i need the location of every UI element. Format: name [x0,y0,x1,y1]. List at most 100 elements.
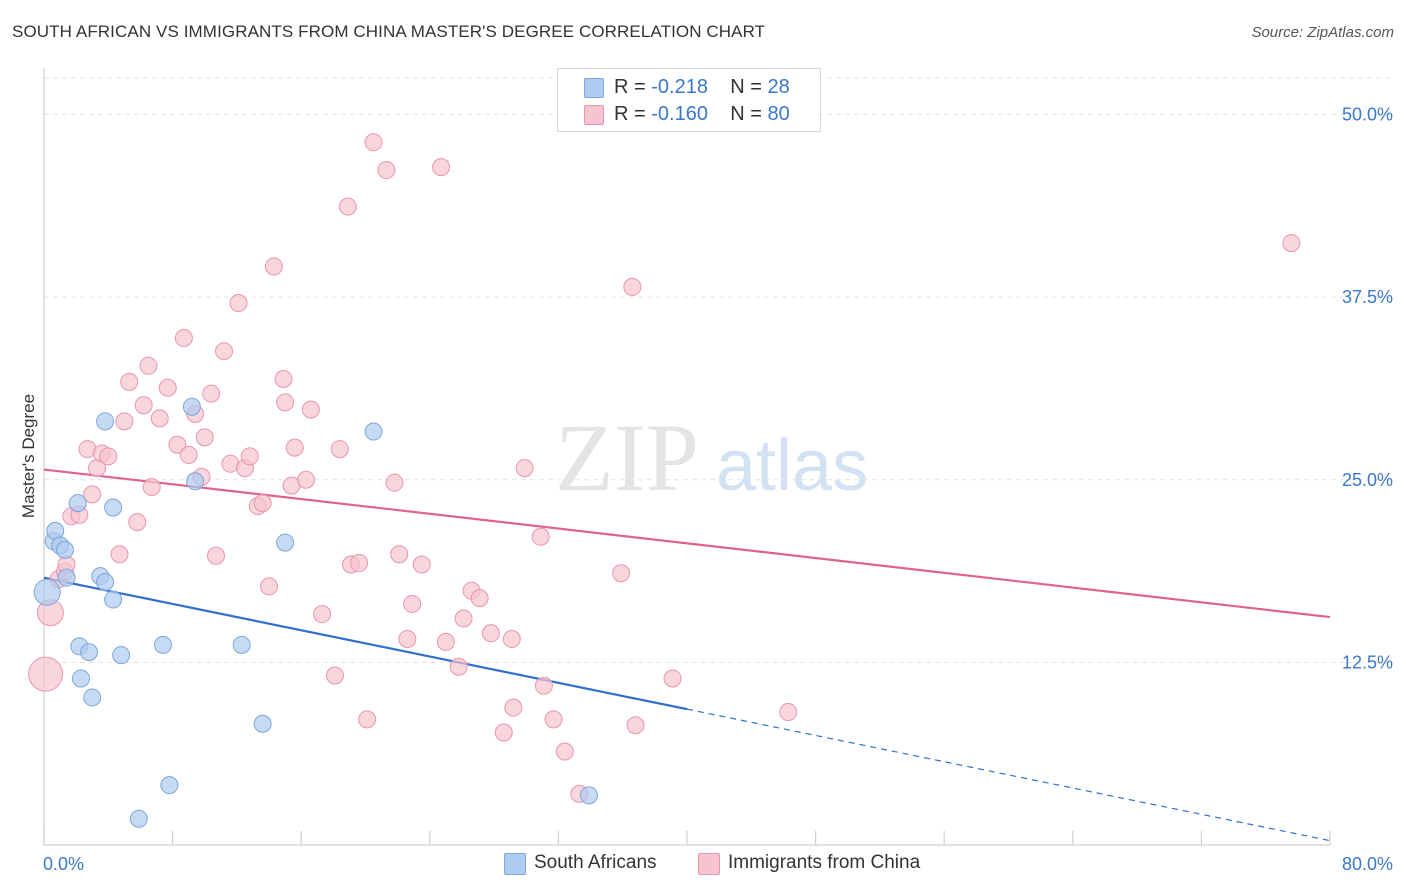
trend-lines [43,468,1331,842]
south-african-point [96,412,115,431]
south-african-point [96,573,115,592]
china-immigrant-point [663,669,682,688]
china-immigrant-point [1282,234,1301,253]
china-immigrant-point [99,447,118,466]
china-immigrant-point [195,428,214,447]
china-immigrant-point [338,197,357,216]
south-african-point [112,646,131,665]
south-african-point [232,635,251,654]
china-immigrant-point [364,133,383,152]
china-immigrant-point [544,710,563,729]
china-immigrant-point [142,478,161,497]
legend-swatch-pink [584,105,604,125]
south-african-point [276,533,295,552]
grid-lines [44,77,1393,663]
china-immigrant-point [115,412,134,431]
china-immigrant-point [358,710,377,729]
china-immigrant-point [449,657,468,676]
y-tick-labels: 12.5% 25.0% 37.5% 50.0% [1342,105,1393,673]
bottom-legend-swatch-blue [504,853,526,875]
x-tick-label: 80.0% [1342,854,1393,874]
china-immigrant-point [179,445,198,464]
south-africans-trend-extension [686,708,1331,842]
y-axis-title: Master's Degree [19,393,38,519]
china-immigrant-point [297,470,316,489]
south-african-point [68,494,87,513]
legend-n-value: 28 [767,76,790,98]
china-immigrant-point [313,605,332,624]
south-african-point [33,578,61,606]
bottom-legend-label: South Africans [534,852,657,873]
china-immigrant-point [385,473,404,492]
china-immigrant-point [285,438,304,457]
china-immigrant-point [110,545,129,564]
axes [43,68,1331,846]
china-immigrant-point [494,723,513,742]
source-label: Source: ZipAtlas.com [1251,24,1394,41]
china-immigrant-point [330,440,349,459]
china-immigrant-point [390,545,409,564]
china-immigrant-point [301,400,320,419]
china-immigrant-point [454,609,473,628]
china-immigrant-point [83,485,102,504]
china-immigrant-point [377,161,396,180]
legend-n-label: N = [730,76,762,98]
south-african-point [253,714,272,733]
south-african-point [579,786,598,805]
south-african-point [153,635,172,654]
china-immigrant-point [150,409,169,428]
x-tick-label: 0.0% [43,854,84,874]
y-tick-label: 37.5% [1342,287,1393,307]
south-african-point [104,498,123,517]
south-african-point [71,669,90,688]
china-immigrant-point [128,513,147,532]
china-immigrant-point [350,554,369,573]
china-immigrant-point [202,384,221,403]
south-africans-trend-line [43,576,688,711]
china-immigrant-point [403,594,422,613]
legend-r-label: R = [614,103,646,125]
china-immigrant-point [779,703,798,722]
legend-n-label: N = [730,103,762,125]
china-immigrant-point [240,447,259,466]
china-immigrant-point [260,577,279,596]
watermark-atlas: atlas [716,426,868,506]
legend-r-value: -0.218 [651,76,708,98]
x-tick-labels: 0.0% 80.0% [43,854,1393,874]
bottom-legend-swatch-pink [698,853,720,875]
south-african-point [182,397,201,416]
china-immigrant-point [139,356,158,375]
china-immigrant-point [481,624,500,643]
china-immigrant-point [515,459,534,478]
south-african-point [186,472,205,491]
china-immigrant-point [134,396,153,415]
south-african-point [129,809,148,828]
south-african-point [104,590,123,609]
china-immigrant-point [264,257,283,276]
china-immigrant-point [158,378,177,397]
china-immigrant-point [398,630,417,649]
china-immigrant-point [612,564,631,583]
y-tick-label: 25.0% [1342,470,1393,490]
south-african-point [80,643,99,662]
data-points [28,133,1301,828]
china-immigrant-point [325,666,344,685]
legend-swatch-blue [584,78,604,98]
china-immigrant-point [412,555,431,574]
south-african-point [83,688,102,707]
china-immigrant-point [534,676,553,695]
watermark-zip: ZIP [555,404,699,511]
y-tick-label: 12.5% [1342,652,1393,672]
china-immigrant-point [531,527,550,546]
legend-r-value: -0.160 [651,103,708,125]
legend-r-label: R = [614,76,646,98]
china-immigrant-point [174,329,193,348]
china-immigrant-point [502,630,521,649]
china-immigrant-point [253,494,272,513]
legend-n-value: 80 [767,103,790,125]
bottom-legend-label: Immigrants from China [728,852,921,873]
south-african-point [160,776,179,795]
china-immigrant-point [28,656,64,692]
china-trend-line [43,468,1331,619]
china-immigrant-point [470,589,489,608]
